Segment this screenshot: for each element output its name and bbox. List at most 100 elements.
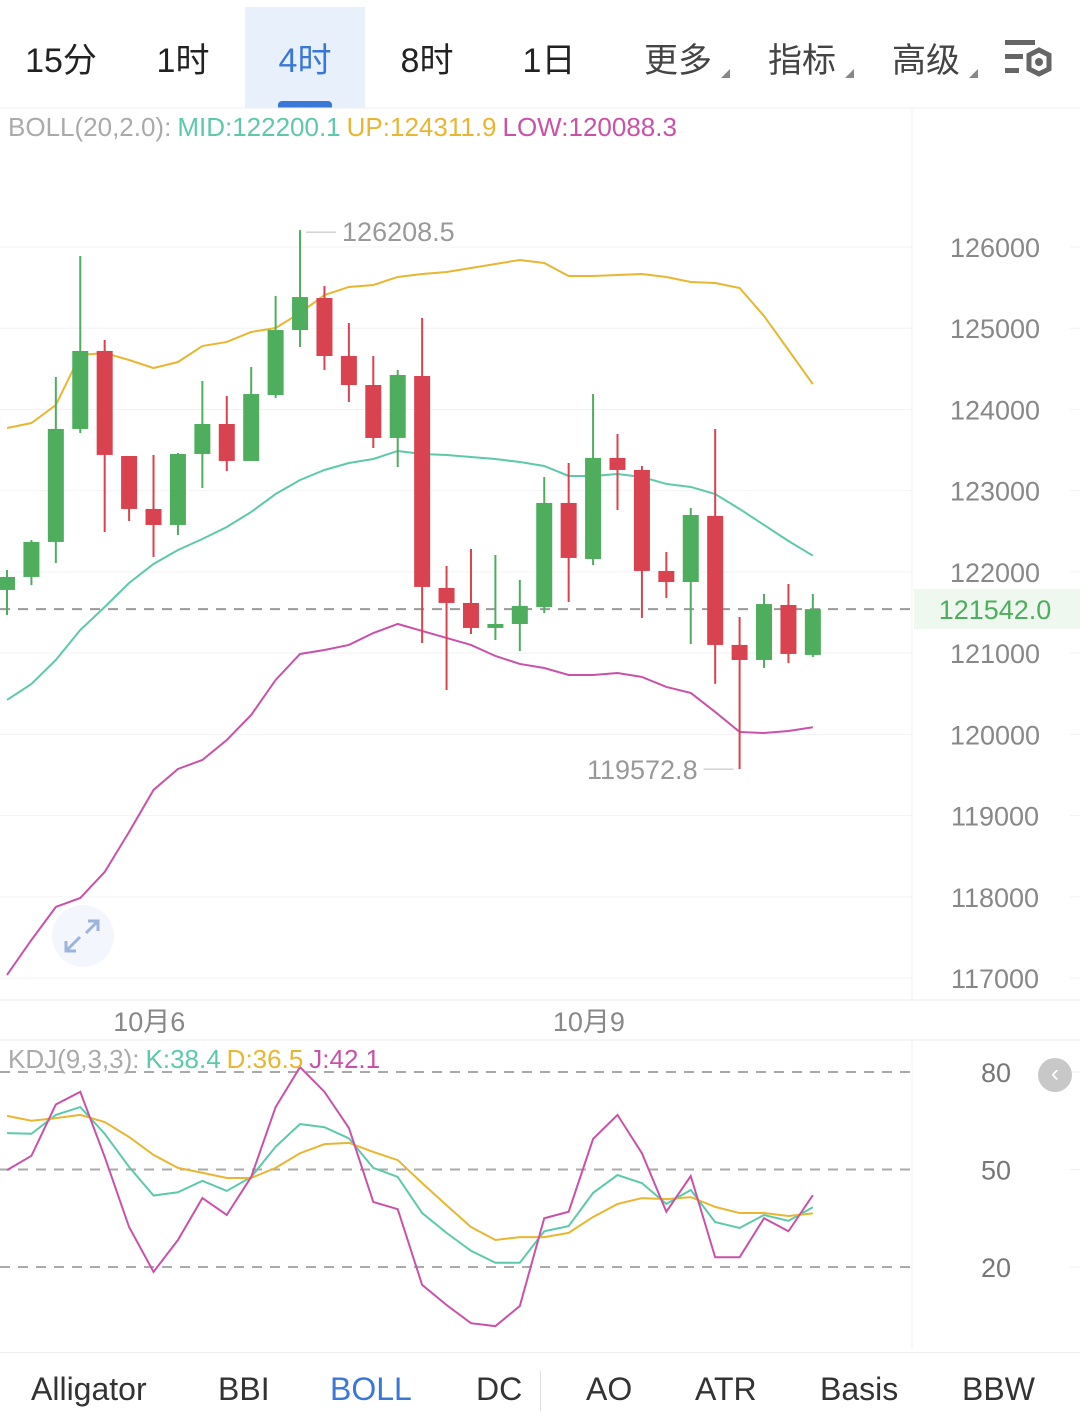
candle-body	[414, 375, 431, 587]
candle-down	[633, 465, 650, 618]
fullscreen-button[interactable]	[52, 905, 114, 967]
chart-settings-icon[interactable]	[1003, 38, 1055, 82]
x-tick-label: 10月6	[113, 1007, 185, 1037]
indicator-tab-basis[interactable]: Basis	[820, 1371, 899, 1407]
kdj-d-line	[6, 1113, 813, 1242]
kdj-legend: KDJ(9,3,3): K:38.4 D:36.5 J:42.1	[8, 1044, 386, 1075]
candle-body	[511, 605, 528, 624]
indicator-tab-alligator[interactable]: Alligator	[31, 1371, 147, 1407]
boll-legend-name: BOLL(20,2.0):	[8, 112, 172, 142]
x-tick-label: 10月9	[553, 1007, 625, 1037]
y-tick-label: 125000	[950, 314, 1040, 344]
candle-up	[682, 507, 699, 644]
candle-body	[804, 609, 821, 655]
candle-body	[633, 469, 650, 571]
current-price-label: 121542.0	[939, 595, 1052, 625]
candle-up	[756, 594, 773, 669]
candle-body	[0, 576, 15, 590]
candle-body	[72, 350, 89, 429]
candle-up	[169, 452, 186, 535]
y-tick-label: 121000	[950, 639, 1040, 669]
indicator-tab-ao[interactable]: AO	[586, 1371, 633, 1407]
candle-down	[438, 565, 455, 690]
expand-icon	[64, 919, 100, 953]
candle-body	[316, 298, 333, 357]
candle-body	[194, 424, 211, 454]
kdj-d-value: D:36.5	[226, 1044, 304, 1074]
tab-8h[interactable]: 8时	[366, 7, 488, 108]
kdj-tick-label: 50	[981, 1156, 1011, 1186]
candle-body	[23, 541, 40, 577]
active-tab-indicator	[278, 101, 332, 108]
candle-down	[707, 428, 724, 684]
tab-1h[interactable]: 1时	[122, 7, 244, 108]
candle-body	[218, 424, 235, 461]
candle-body	[682, 514, 699, 582]
kdj-j-value: J:42.1	[309, 1044, 381, 1074]
candle-down	[365, 356, 382, 448]
candle-up	[23, 539, 40, 585]
tab-label: 8时	[400, 42, 454, 80]
candle-up	[194, 381, 211, 489]
y-tick-label: 119000	[951, 802, 1039, 832]
y-tick-label: 120000	[950, 720, 1040, 750]
candle-down	[609, 433, 626, 511]
current-price-tag	[914, 589, 1080, 630]
candle-down	[145, 454, 162, 557]
candle-body	[121, 456, 138, 509]
candle-body	[462, 602, 479, 628]
candle-down	[218, 395, 235, 471]
indicator-tab-boll[interactable]: BOLL	[330, 1371, 412, 1407]
tab-divider	[540, 1371, 541, 1411]
candle-up	[389, 369, 406, 467]
min-price-label: 119572.8	[587, 755, 698, 785]
candle-down	[658, 552, 675, 598]
candle-down	[96, 340, 113, 532]
y-tick-label: 123000	[950, 477, 1040, 507]
tab-label: 1日	[522, 42, 576, 80]
tab-4h[interactable]: 4时	[245, 7, 365, 108]
tab-1d[interactable]: 1日	[488, 7, 610, 108]
max-price-label: 126208.5	[342, 217, 455, 247]
indicators-dropdown[interactable]: 指标	[752, 7, 854, 108]
candle-body	[267, 330, 284, 396]
candle-down	[780, 583, 797, 663]
indicator-tab-dc[interactable]: DC	[476, 1371, 523, 1407]
y-tick-label: 117000	[951, 964, 1039, 994]
candle-body	[389, 375, 406, 438]
candle-down	[121, 456, 138, 521]
candle-up	[487, 554, 504, 640]
candle-body	[47, 428, 64, 542]
candle-down	[462, 549, 479, 634]
indicator-tab-bbw[interactable]: BBW	[962, 1371, 1035, 1407]
kdj-j-line	[6, 1065, 814, 1328]
tab-label: 1时	[156, 42, 210, 80]
candle-up	[72, 256, 89, 434]
indicator-tabbar: Alligator BBI BOLL DC AO ATR Basis BBW	[0, 1352, 1080, 1425]
kdj-legend-name: KDJ(9,3,3):	[8, 1044, 140, 1074]
indicator-tab-atr[interactable]: ATR	[695, 1371, 757, 1407]
candle-up	[585, 394, 602, 566]
candle-body	[609, 457, 626, 470]
candle-body	[560, 502, 577, 558]
candle-up	[0, 569, 15, 615]
collapse-axis-button[interactable]: ‹	[1038, 1058, 1072, 1092]
candle-body	[658, 570, 675, 582]
boll-up-value: UP:124311.9	[346, 112, 497, 142]
y-tick-label: 124000	[950, 395, 1040, 425]
timeframe-tabbar: 15分 1时 4时 8时 1日 更多 指标 高级	[0, 0, 1080, 108]
tab-15min[interactable]: 15分	[0, 7, 122, 108]
candle-body	[536, 502, 553, 608]
candle-body	[780, 604, 797, 654]
candle-up	[536, 476, 553, 613]
candle-body	[585, 457, 602, 560]
y-tick-label: 122000	[950, 558, 1040, 588]
candle-up	[292, 230, 309, 347]
indicator-tab-bbi[interactable]: BBI	[218, 1371, 270, 1407]
more-dropdown[interactable]: 更多	[628, 7, 730, 108]
advanced-dropdown[interactable]: 高级	[876, 7, 978, 108]
boll-mid-value: MID:122200.1	[177, 112, 341, 142]
price-chart[interactable]: 126000 125000 124000 123000 122000 121000 1200…	[0, 0, 1080, 1352]
y-tick-label: 118000	[951, 883, 1039, 913]
y-tick-label: 126000	[950, 233, 1040, 263]
